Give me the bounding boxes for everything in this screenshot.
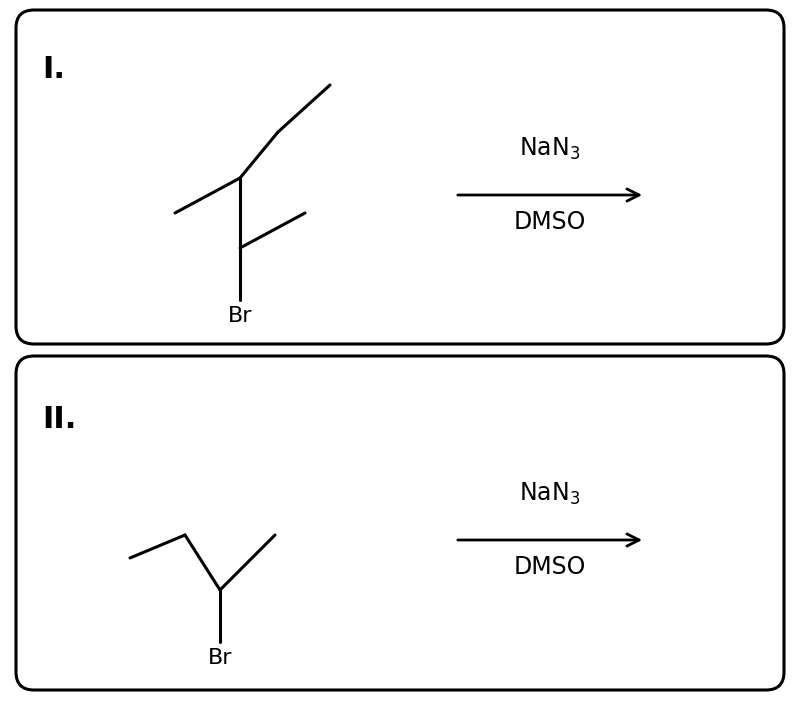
FancyBboxPatch shape <box>16 356 784 690</box>
Text: NaN$_3$: NaN$_3$ <box>519 136 581 162</box>
FancyBboxPatch shape <box>16 10 784 344</box>
Text: Br: Br <box>208 648 232 668</box>
Text: I.: I. <box>42 55 65 84</box>
Text: DMSO: DMSO <box>514 210 586 234</box>
Text: Br: Br <box>228 306 252 326</box>
Text: II.: II. <box>42 405 76 434</box>
Text: NaN$_3$: NaN$_3$ <box>519 481 581 507</box>
Text: DMSO: DMSO <box>514 555 586 579</box>
